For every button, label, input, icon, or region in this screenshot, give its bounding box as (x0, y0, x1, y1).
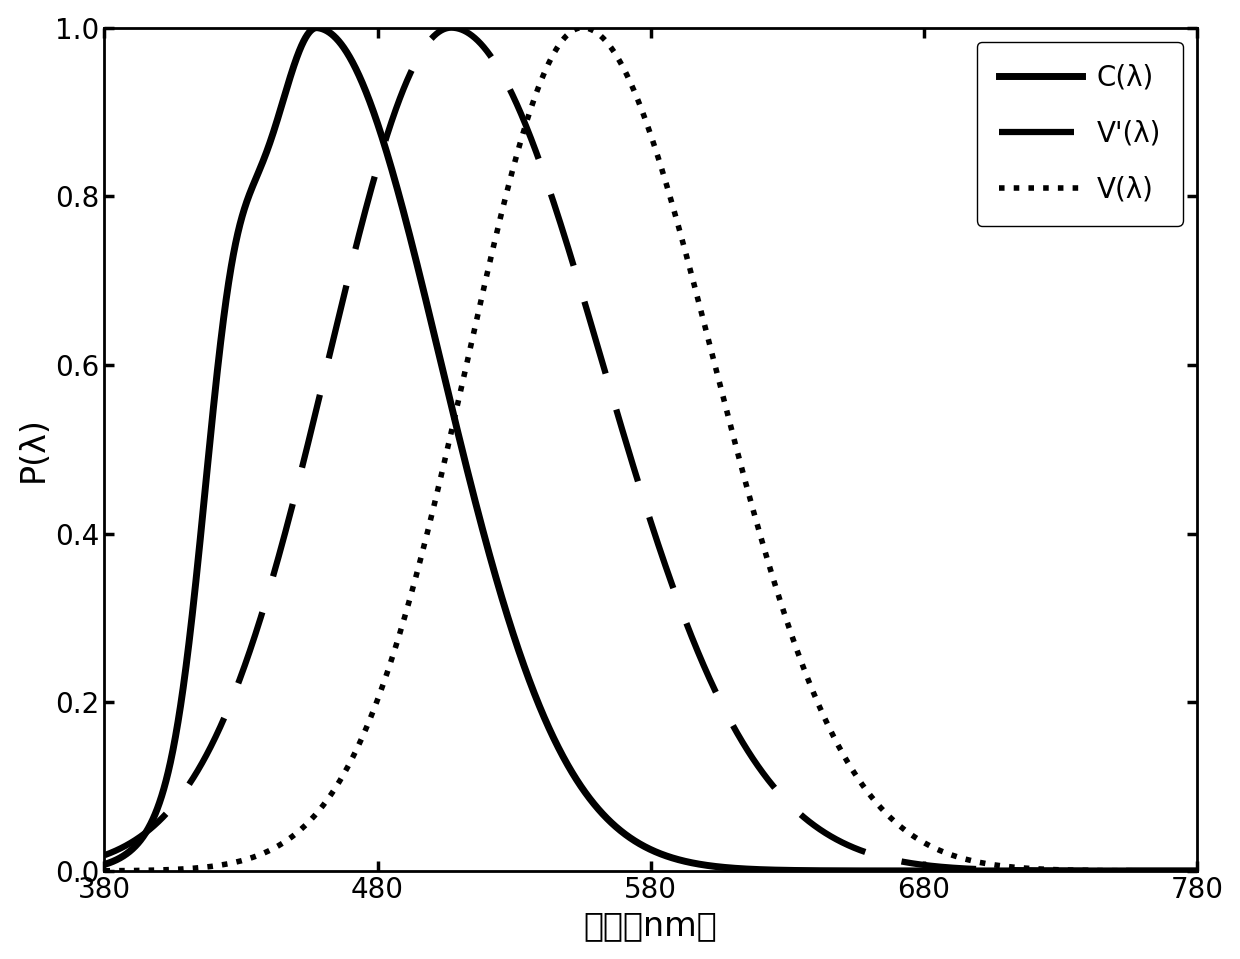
Line: V'(λ): V'(λ) (104, 28, 1197, 871)
V(λ) (1168, 865, 1183, 877)
Line: V(λ): V(λ) (104, 28, 1197, 871)
V(λ) (563, 26, 578, 37)
V'(λ) (222, 701, 237, 713)
C(λ) (1050, 865, 1065, 877)
C(λ) (1189, 865, 1204, 877)
V'(λ) (97, 850, 112, 861)
C(λ) (286, 60, 301, 72)
V'(λ) (564, 251, 579, 263)
V'(λ) (1189, 865, 1204, 877)
V'(λ) (286, 494, 301, 505)
X-axis label: 波长（nm）: 波长（nm） (584, 909, 718, 943)
C(λ) (1168, 865, 1183, 877)
V(λ) (575, 22, 590, 34)
Y-axis label: P(λ): P(λ) (16, 416, 50, 482)
C(λ) (222, 274, 237, 286)
V'(λ) (1168, 865, 1183, 877)
V(λ) (97, 865, 112, 877)
V(λ) (222, 858, 237, 870)
C(λ) (309, 22, 324, 34)
Legend: C(λ), V'(λ), V(λ): C(λ), V'(λ), V(λ) (977, 41, 1183, 225)
V(λ) (1189, 865, 1204, 877)
V(λ) (516, 127, 531, 138)
C(λ) (97, 858, 112, 870)
V'(λ) (444, 22, 459, 34)
C(λ) (516, 659, 531, 670)
C(λ) (564, 765, 579, 777)
V'(λ) (516, 114, 531, 126)
V(λ) (1050, 864, 1065, 876)
Line: C(λ): C(λ) (104, 28, 1197, 871)
V(λ) (286, 830, 301, 841)
V'(λ) (1050, 865, 1065, 877)
